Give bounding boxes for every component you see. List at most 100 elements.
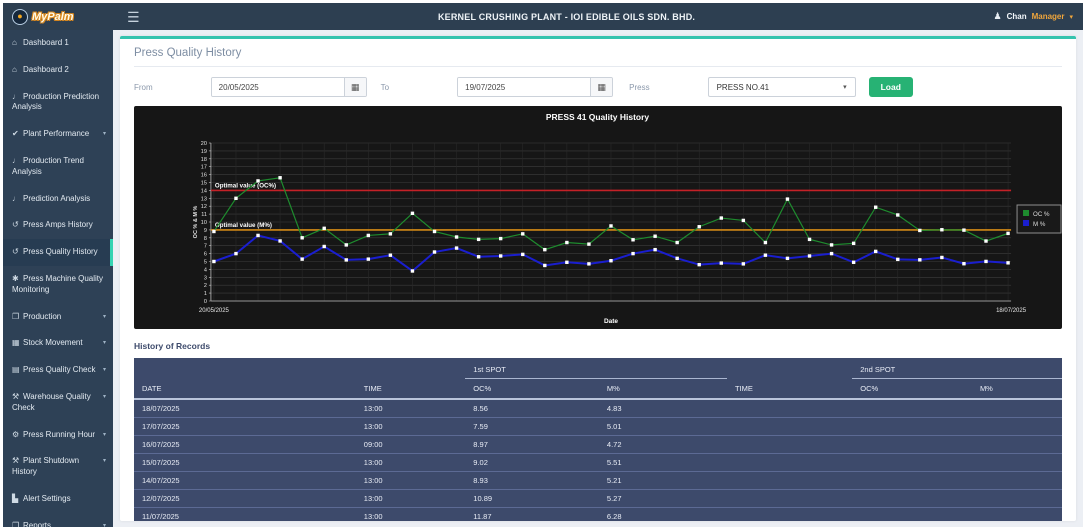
- filter-bar: From ▦ To ▦ Press PRESS NO.41 ▾: [134, 77, 1062, 97]
- from-date-group: ▦: [210, 77, 367, 97]
- calendar-icon[interactable]: ▦: [343, 78, 366, 96]
- svg-text:12: 12: [201, 204, 207, 210]
- to-date-input[interactable]: [458, 78, 591, 96]
- column-header: M%: [598, 378, 727, 400]
- sidebar-item-press-running-hour[interactable]: ⚙ Press Running Hour ▾: [3, 422, 113, 449]
- history-icon: ↺: [12, 247, 19, 257]
- sidebar-item-production-prediction-analysis[interactable]: ♩ Production Prediction Analysis: [3, 84, 113, 122]
- table-cell: [971, 489, 1062, 508]
- sidebar-item-production-trend-analysis[interactable]: ♩ Production Trend Analysis: [3, 148, 113, 186]
- table-cell: 14/07/2025: [134, 471, 356, 490]
- load-button[interactable]: Load: [868, 77, 913, 97]
- table-cell: [726, 398, 853, 418]
- svg-text:14: 14: [201, 188, 207, 194]
- menu-icon[interactable]: ☰: [127, 8, 140, 25]
- table-cell: 13:00: [355, 453, 466, 472]
- svg-text:3: 3: [204, 275, 207, 281]
- sidebar-item-label: Warehouse Quality Check: [12, 391, 91, 412]
- sidebar-item-stock-movement[interactable]: ▦ Stock Movement ▾: [3, 330, 113, 357]
- gears-icon: ⚙: [12, 429, 20, 439]
- table-cell: [971, 507, 1062, 521]
- svg-text:18/07/2025: 18/07/2025: [996, 308, 1027, 314]
- sidebar-item-press-amps-history[interactable]: ↺ Press Amps History: [3, 212, 113, 239]
- bell-icon: ♩: [12, 91, 20, 101]
- table-cell: 4.83: [598, 398, 727, 418]
- table-cell: 5.21: [598, 471, 727, 490]
- sidebar-item-reports[interactable]: ❐ Reports ▾: [3, 513, 113, 527]
- sidebar-item-label: Reports: [23, 520, 52, 527]
- svg-text:20: 20: [201, 141, 207, 147]
- svg-text:OC %: OC %: [1033, 211, 1050, 218]
- table-row: 18/07/2025 13:00 8.56 4.83: [134, 398, 1062, 418]
- sidebar-item-production[interactable]: ❐ Production ▾: [3, 304, 113, 331]
- sidebar-item-label: Press Quality Check: [23, 365, 96, 375]
- chevron-down-icon: ▾: [1069, 13, 1073, 21]
- user-role: Manager: [1031, 12, 1065, 21]
- calendar-icon[interactable]: ▦: [590, 78, 613, 96]
- brand-logo[interactable]: ● MyPalm: [3, 8, 113, 25]
- user-menu[interactable]: ♟ Chan Manager ▾: [994, 11, 1084, 22]
- chevron-down-icon: ▾: [102, 522, 106, 527]
- from-date-input[interactable]: [211, 78, 344, 96]
- home-icon: ⌂: [12, 64, 17, 74]
- sidebar-item-plant-shutdown-history[interactable]: ⚒ Plant Shutdown History ▾: [3, 448, 113, 486]
- svg-text:2: 2: [204, 283, 207, 289]
- svg-text:9: 9: [204, 228, 207, 234]
- sidebar-item-plant-performance[interactable]: ✔ Plant Performance ▾: [3, 121, 113, 148]
- sidebar-item-press-quality-check[interactable]: ▤ Press Quality Check ▾: [3, 357, 113, 384]
- table-cell: [971, 417, 1062, 436]
- svg-text:1: 1: [204, 291, 207, 297]
- sidebar-item-label: Plant Performance: [23, 129, 90, 139]
- press-label: Press: [629, 82, 650, 92]
- sidebar-item-label: Production: [23, 311, 62, 321]
- chevron-down-icon: ▾: [843, 84, 847, 91]
- table-cell: 09:00: [355, 435, 466, 454]
- table-cell: 8.97: [465, 435, 599, 454]
- table-cell: 8.56: [465, 398, 599, 418]
- spot-group-header: 2nd SPOT: [852, 358, 1062, 379]
- svg-text:Date: Date: [604, 318, 618, 325]
- user-icon: ♟: [993, 11, 1002, 21]
- top-header-bar: ● MyPalm ☰ KERNEL CRUSHING PLANT - IOI E…: [3, 3, 1083, 30]
- sidebar-item-press-quality-history[interactable]: ↺ Press Quality History: [3, 239, 113, 266]
- quality-history-chart: 0 1 2 3 4 5 6 7 8 9 10 11 12 13 14 15 16 17 18 19 20 Optimal …: [134, 106, 1062, 329]
- page-title: Press Quality History: [134, 47, 1062, 67]
- table-cell: 8.93: [465, 471, 599, 490]
- to-date-group: ▦: [457, 77, 614, 97]
- svg-text:M %: M %: [1033, 221, 1046, 228]
- table-cell: 6.28: [598, 507, 727, 521]
- table-cell: 4.72: [598, 435, 727, 454]
- to-label: To: [380, 82, 390, 92]
- sidebar-item-dashboard-1[interactable]: ⌂ Dashboard 1: [3, 30, 113, 57]
- sidebar-nav: ⌂ Dashboard 1 ⌂ Dashboard 2 ♩ Production Pred…: [3, 30, 113, 527]
- history-icon: ↺: [12, 220, 19, 230]
- press-select-value: PRESS NO.41: [716, 82, 770, 92]
- svg-text:16: 16: [201, 173, 207, 179]
- sidebar-item-alert-settings[interactable]: ▙ Alert Settings: [3, 486, 113, 513]
- table-cell: 13:00: [355, 417, 466, 436]
- column-header: OC%: [465, 378, 599, 400]
- table-cell: 13:00: [355, 398, 466, 418]
- plant-title: KERNEL CRUSHING PLANT - IOI EDIBLE OILS …: [437, 11, 696, 22]
- main-content: Press Quality History From ▦ To ▦ Press …: [113, 30, 1083, 527]
- from-label: From: [134, 82, 153, 92]
- table-cell: [726, 435, 853, 454]
- chevron-down-icon: ▾: [102, 431, 106, 438]
- table-cell: 18/07/2025: [134, 398, 356, 418]
- sidebar-item-dashboard-2[interactable]: ⌂ Dashboard 2: [3, 57, 113, 84]
- table-cell: 5.01: [598, 417, 727, 436]
- table-cell: 9.02: [465, 453, 599, 472]
- sidebar-item-label: Press Machine Quality Monitoring: [12, 273, 104, 294]
- user-name: Chan: [1006, 12, 1027, 21]
- svg-text:11: 11: [201, 212, 207, 218]
- sidebar-item-prediction-analysis[interactable]: ♩ Prediction Analysis: [3, 186, 113, 213]
- chevron-down-icon: ▾: [102, 393, 106, 400]
- sidebar-item-label: Press Running Hour: [23, 429, 96, 439]
- palm-drop-icon: ●: [12, 8, 28, 25]
- copy-icon: ❐: [12, 520, 20, 527]
- sidebar-item-warehouse-quality-check[interactable]: ⚒ Warehouse Quality Check ▾: [3, 384, 113, 422]
- press-select[interactable]: PRESS NO.41 ▾: [707, 77, 856, 97]
- sidebar-item-label: Dashboard 2: [23, 64, 69, 74]
- copy-icon: ❐: [12, 311, 20, 321]
- sidebar-item-press-machine-quality-monitoring[interactable]: ✱ Press Machine Quality Monitoring: [3, 266, 113, 304]
